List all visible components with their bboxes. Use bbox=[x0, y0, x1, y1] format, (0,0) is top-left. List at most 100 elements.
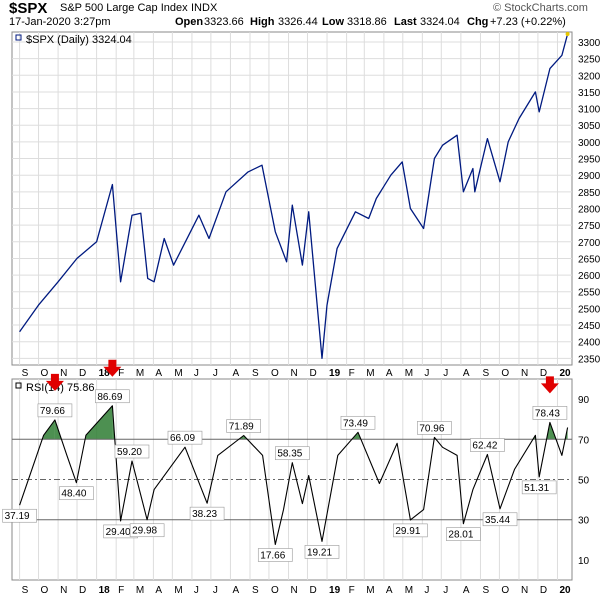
price-x-tick-label: S bbox=[252, 368, 259, 379]
price-y-tick-label: 2500 bbox=[578, 304, 601, 315]
rsi-x-tick-label: 19 bbox=[329, 585, 341, 596]
rsi-x-tick-label: S bbox=[482, 585, 489, 596]
price-panel-frame bbox=[11, 31, 573, 366]
price-y-tick-label: 3000 bbox=[578, 138, 601, 149]
rsi-callout-label: 19.21 bbox=[307, 547, 332, 558]
rsi-callout-label: 79.66 bbox=[40, 406, 65, 417]
rsi-x-tick-label: J bbox=[443, 585, 448, 596]
overbought-arrow-icon bbox=[45, 373, 64, 391]
exchange: INDX bbox=[191, 2, 218, 14]
price-x-tick-label: A bbox=[155, 368, 162, 379]
rsi-callout-box bbox=[417, 421, 452, 435]
rsi-legend-swatch bbox=[15, 382, 22, 389]
chg-value: +7.23 (+0.22%) bbox=[490, 16, 566, 28]
price-legend: $SPX (Daily) 3324.04 bbox=[26, 34, 132, 46]
price-y-tick-label: 3300 bbox=[578, 38, 601, 49]
rsi-callout-box bbox=[275, 446, 310, 461]
price-y-tick-label: 2700 bbox=[578, 238, 601, 249]
spx-price-line bbox=[19, 33, 569, 359]
rsi-callout-label: 37.19 bbox=[5, 511, 30, 522]
rsi-x-tick-label: D bbox=[79, 585, 86, 596]
rsi-callout-box bbox=[167, 430, 203, 445]
price-y-tick-label: 3050 bbox=[578, 121, 601, 132]
price-y-tick-label: 2600 bbox=[578, 271, 601, 282]
price-x-tick-label: M bbox=[136, 368, 144, 379]
price-x-tick-label: N bbox=[60, 368, 67, 379]
price-x-tick-label: O bbox=[501, 368, 509, 379]
chg-label: Chg bbox=[467, 16, 489, 28]
price-x-tick-label: 18 bbox=[99, 368, 111, 379]
rsi-x-tick-label: S bbox=[252, 585, 259, 596]
price-x-tick-label: A bbox=[232, 368, 239, 379]
price-x-tick-label: 19 bbox=[329, 368, 341, 379]
rsi-x-tick-label: O bbox=[271, 585, 279, 596]
rsi-callout-label: 58.35 bbox=[277, 449, 302, 460]
rsi-x-tick-label: J bbox=[213, 585, 218, 596]
rsi-x-tick-label: N bbox=[60, 585, 67, 596]
last-label: Last bbox=[394, 16, 417, 28]
price-y-tick-label: 2350 bbox=[578, 354, 601, 365]
price-x-tick-label: S bbox=[22, 368, 29, 379]
rsi-x-tick-label: S bbox=[22, 585, 29, 596]
price-x-tick-label: A bbox=[386, 368, 393, 379]
rsi-x-tick-label: 18 bbox=[99, 585, 111, 596]
rsi-callout-label: 78.43 bbox=[535, 408, 560, 419]
spx-last-point bbox=[565, 31, 570, 36]
low-value: 3318.86 bbox=[347, 16, 387, 28]
rsi-callout-box bbox=[37, 403, 73, 418]
rsi-callout-box bbox=[129, 523, 165, 538]
price-legend-swatch bbox=[15, 34, 22, 41]
price-x-tick-label: M bbox=[174, 368, 182, 379]
price-y-tick-label: 2650 bbox=[578, 254, 601, 265]
price-y-tick-label: 2450 bbox=[578, 321, 601, 332]
price-x-tick-label: M bbox=[366, 368, 374, 379]
rsi-y-tick-label: 10 bbox=[578, 556, 590, 567]
rsi-x-tick-label: F bbox=[349, 585, 355, 596]
price-y-tick-label: 2900 bbox=[578, 171, 601, 182]
rsi-callout-label: 29.40 bbox=[106, 527, 131, 538]
price-y-tick-label: 2550 bbox=[578, 288, 601, 299]
price-x-tick-label: O bbox=[41, 368, 49, 379]
price-y-tick-label: 2400 bbox=[578, 338, 601, 349]
rsi-callout-label: 48.40 bbox=[61, 489, 86, 500]
rsi-overbought-fill bbox=[85, 405, 113, 440]
price-x-tick-label: O bbox=[271, 368, 279, 379]
high-value: 3326.44 bbox=[278, 16, 318, 28]
rsi-callout-label: 73.49 bbox=[343, 418, 368, 429]
rsi-callout-box bbox=[470, 438, 505, 452]
open-value: 3323.66 bbox=[204, 16, 244, 28]
rsi-x-tick-label: M bbox=[136, 585, 144, 596]
rsi-x-tick-label: M bbox=[366, 585, 374, 596]
price-x-tick-label: M bbox=[405, 368, 413, 379]
chart-header: $SPX S&P 500 Large Cap Index INDX © Stoc… bbox=[0, 0, 610, 30]
high-label: High bbox=[250, 16, 275, 28]
rsi-x-tick-label: N bbox=[521, 585, 528, 596]
overbought-arrow-icon bbox=[103, 359, 122, 377]
price-y-tick-label: 2750 bbox=[578, 221, 601, 232]
price-x-tick-label: A bbox=[463, 368, 470, 379]
rsi-callout-label: 59.20 bbox=[117, 447, 142, 458]
rsi-callout-label: 71.89 bbox=[229, 422, 254, 433]
rsi-x-tick-label: J bbox=[424, 585, 429, 596]
rsi-x-tick-label: J bbox=[194, 585, 199, 596]
price-y-tick-label: 3100 bbox=[578, 105, 601, 116]
rsi-x-tick-label: A bbox=[463, 585, 470, 596]
rsi-x-tick-label: O bbox=[501, 585, 509, 596]
price-x-tick-label: J bbox=[424, 368, 429, 379]
rsi-x-tick-label: 20 bbox=[559, 585, 571, 596]
rsi-callout-label: 17.66 bbox=[260, 551, 285, 562]
rsi-callout-box bbox=[521, 480, 557, 495]
last-value: 3324.04 bbox=[420, 16, 460, 28]
rsi-callout-box bbox=[59, 486, 94, 501]
rsi-callout-label: 51.31 bbox=[524, 483, 549, 494]
symbol: $SPX bbox=[9, 0, 48, 17]
rsi-callout-box bbox=[95, 389, 130, 404]
rsi-callout-box bbox=[532, 406, 568, 420]
rsi-x-tick-label: M bbox=[405, 585, 413, 596]
brand-link[interactable]: © StockCharts.com bbox=[493, 2, 588, 14]
price-y-tick-label: 2850 bbox=[578, 188, 601, 199]
price-x-tick-label: N bbox=[521, 368, 528, 379]
rsi-overbought-fill bbox=[43, 419, 55, 440]
low-label: Low bbox=[322, 16, 344, 28]
